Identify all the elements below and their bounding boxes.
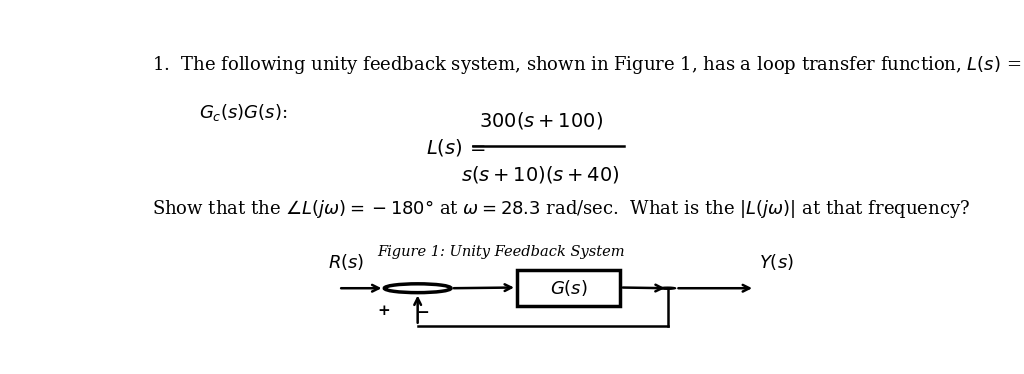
Text: $L(s)\, =$: $L(s)\, =$ xyxy=(426,137,485,157)
Text: $s(s + 10)(s + 40)$: $s(s + 10)(s + 40)$ xyxy=(461,163,621,184)
Text: 1.  The following unity feedback system, shown in Figure 1, has a loop transfer : 1. The following unity feedback system, … xyxy=(152,53,1021,76)
Text: +: + xyxy=(377,304,390,318)
Text: $G(s)$: $G(s)$ xyxy=(550,278,588,297)
Text: −: − xyxy=(416,306,429,321)
Bar xyxy=(517,270,621,306)
Ellipse shape xyxy=(659,287,676,289)
Text: Show that the $\angle L(j\omega) = -180°$ at $\omega = 28.3$ rad/sec.  What is t: Show that the $\angle L(j\omega) = -180°… xyxy=(152,197,970,220)
Text: $300(s + 100)$: $300(s + 100)$ xyxy=(478,110,603,131)
Text: $Y(s)$: $Y(s)$ xyxy=(759,252,794,272)
Text: Figure 1: Unity Feedback System: Figure 1: Unity Feedback System xyxy=(377,245,625,259)
Text: $G_c(s)G(s)$:: $G_c(s)G(s)$: xyxy=(200,102,288,123)
Text: $R(s)$: $R(s)$ xyxy=(328,252,365,272)
